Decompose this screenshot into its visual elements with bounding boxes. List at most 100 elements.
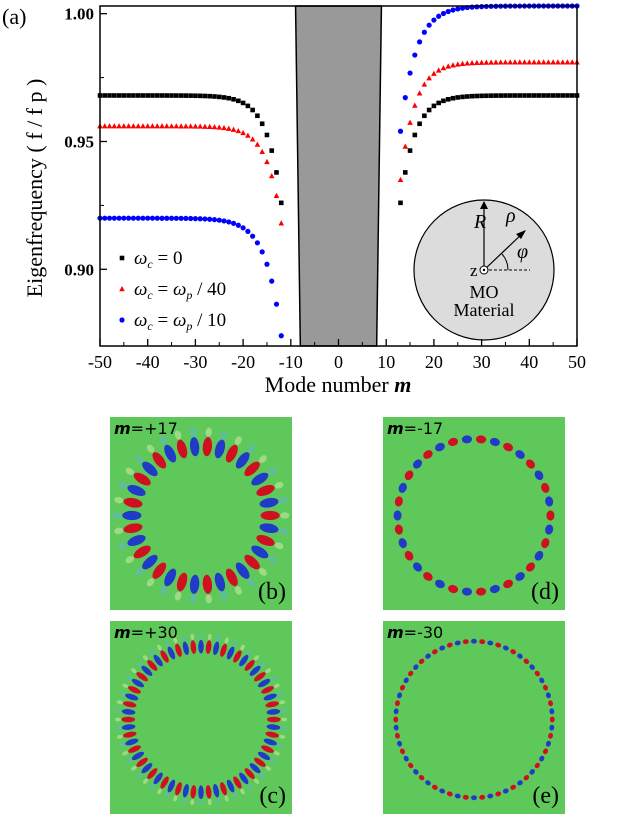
mode-label: m=+17 (114, 419, 178, 438)
data-point-series-0 (216, 94, 222, 100)
data-point-series-2 (431, 17, 437, 23)
y-axis-label: Eigenfrequency ( f / f p ) (22, 79, 47, 298)
field-lobe (190, 640, 197, 654)
data-point-series-0 (565, 93, 570, 98)
data-point-series-2 (168, 215, 175, 221)
data-point-series-2 (254, 240, 261, 246)
data-point-series-0 (436, 100, 441, 106)
field-halo-lobe (199, 633, 203, 640)
field-halo-lobe (122, 683, 129, 688)
panel-letter: (d) (531, 579, 559, 605)
field-lobe (394, 496, 403, 507)
field-lobe (141, 665, 153, 676)
data-point-series-2 (121, 215, 127, 221)
field-lobe (503, 579, 513, 589)
data-point-series-0 (212, 94, 217, 99)
data-point-series-1 (435, 67, 442, 73)
field-halo-lobe (190, 594, 197, 604)
field-lobe (541, 482, 550, 493)
data-point-series-2 (264, 261, 270, 267)
field-lobe (175, 643, 182, 657)
field-map (393, 435, 555, 596)
data-point-series-0 (398, 200, 403, 206)
data-point-series-1 (488, 59, 494, 65)
data-point-series-2 (119, 317, 125, 323)
field-lobe (462, 639, 469, 645)
field-halo-lobe (240, 788, 245, 795)
field-lobe (408, 762, 414, 769)
field-lobe (254, 672, 266, 682)
field-lobe (534, 670, 540, 677)
field-halo-lobe (181, 635, 186, 642)
field-lobe (404, 470, 414, 481)
data-point-series-0 (112, 93, 117, 98)
field-lobe (545, 496, 554, 507)
data-point-series-0 (522, 93, 527, 98)
field-lobe (266, 709, 281, 715)
data-point-series-2 (211, 217, 218, 223)
field-halo-lobe (136, 772, 143, 778)
field-lobe (403, 755, 409, 762)
field-halo-lobe (216, 797, 221, 804)
data-point-series-0 (164, 93, 170, 98)
data-point-series-1 (245, 132, 251, 138)
data-point-series-0 (119, 255, 125, 261)
data-point-series-2 (407, 70, 413, 76)
field-lobe (244, 554, 260, 570)
field-halo-lobe (220, 591, 228, 601)
field-halo-lobe (234, 586, 242, 595)
field-map (112, 427, 290, 604)
field-halo-lobe (112, 512, 122, 519)
field-lobe (261, 686, 274, 694)
field-lobe (233, 776, 242, 789)
field-lobe (125, 693, 139, 701)
field-lobe (214, 572, 226, 592)
data-point-series-2 (235, 222, 241, 228)
data-point-series-2 (216, 217, 222, 223)
data-point-series-2 (106, 215, 113, 221)
field-lobe (266, 716, 281, 723)
data-point-series-0 (193, 93, 198, 99)
panel-letter: (e) (532, 783, 559, 809)
data-point-series-0 (507, 93, 513, 98)
field-lobe (249, 763, 261, 774)
data-point-series-1 (407, 119, 413, 125)
field-lobe (127, 534, 146, 547)
field-lobe (534, 550, 544, 561)
inset-R-label: R (473, 211, 486, 233)
data-point-series-1 (550, 59, 556, 65)
field-lobe (461, 435, 473, 444)
rho-arrowhead (516, 230, 526, 239)
x-tick-label: 20 (425, 352, 443, 372)
data-point-series-2 (412, 52, 418, 58)
data-point-series-1 (555, 59, 561, 65)
data-point-series-1 (192, 123, 199, 129)
data-point-series-2 (154, 215, 160, 221)
field-halo-lobe (142, 778, 149, 784)
field-lobe (439, 788, 446, 794)
data-point-series-2 (226, 219, 232, 225)
field-halo-lobe (146, 578, 155, 587)
field-lobe (260, 510, 280, 521)
field-panel-c: m=+30 (c) (110, 621, 292, 814)
field-lobe (541, 538, 550, 549)
inset-phi-label: φ (517, 241, 528, 263)
field-halo-lobe (157, 644, 162, 651)
field-halo-lobe (265, 765, 271, 771)
data-point-series-1 (474, 59, 480, 66)
field-lobe (127, 484, 146, 497)
field-lobe (213, 783, 220, 798)
field-lobe (510, 784, 516, 790)
x-tick-label: -10 (279, 352, 303, 372)
field-lobe (263, 738, 277, 746)
data-point-series-1 (187, 123, 194, 129)
data-point-series-1 (206, 123, 213, 130)
field-halo-lobe (280, 717, 288, 722)
field-lobe (136, 672, 148, 682)
data-point-series-1 (268, 173, 275, 179)
data-point-series-2 (192, 216, 198, 222)
field-lobe (205, 640, 212, 654)
data-point-series-0 (255, 113, 260, 119)
data-point-series-2 (135, 215, 141, 221)
data-point-series-2 (436, 13, 442, 19)
